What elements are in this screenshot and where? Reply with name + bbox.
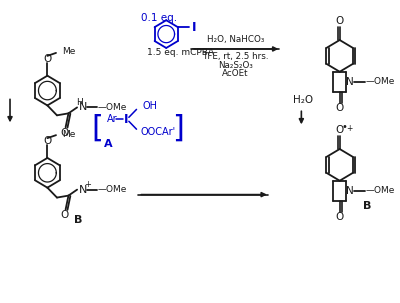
Text: N: N	[79, 185, 87, 195]
Text: B: B	[74, 215, 82, 225]
Text: —OMe: —OMe	[366, 186, 395, 195]
Text: Me: Me	[62, 130, 75, 139]
Text: N: N	[346, 186, 354, 196]
Text: O: O	[60, 210, 69, 220]
Text: O: O	[60, 128, 69, 138]
Text: H₂O, NaHCO₃: H₂O, NaHCO₃	[206, 35, 264, 44]
Text: O: O	[336, 125, 344, 135]
Text: A: A	[104, 139, 113, 149]
Text: +: +	[84, 180, 91, 189]
Text: —OMe: —OMe	[97, 185, 127, 194]
Text: —OMe: —OMe	[97, 103, 127, 112]
Text: N: N	[346, 77, 354, 87]
Text: OOCAr': OOCAr'	[140, 127, 176, 137]
Text: H₂O: H₂O	[293, 95, 313, 105]
Text: Ar: Ar	[107, 114, 118, 124]
Text: O: O	[336, 103, 344, 113]
Text: N: N	[79, 102, 87, 112]
Text: +: +	[346, 124, 352, 133]
Text: O: O	[336, 212, 344, 222]
Text: Na₂S₂O₃: Na₂S₂O₃	[218, 61, 253, 70]
Text: OH: OH	[142, 102, 157, 112]
Text: I: I	[192, 21, 196, 34]
Text: O: O	[336, 16, 344, 26]
Text: TFE, rt, 2.5 hrs.: TFE, rt, 2.5 hrs.	[202, 52, 268, 62]
Text: I: I	[124, 113, 128, 126]
Text: 0.1 eq.: 0.1 eq.	[141, 13, 178, 23]
Text: AcOEt: AcOEt	[222, 69, 248, 78]
Text: 1.5 eq. mCPBA: 1.5 eq. mCPBA	[147, 48, 214, 57]
Text: B: B	[363, 201, 372, 211]
Text: O: O	[43, 136, 52, 146]
Text: O: O	[43, 54, 52, 64]
Text: •: •	[342, 122, 348, 132]
Text: ]: ]	[172, 114, 184, 143]
Text: —OMe: —OMe	[366, 77, 395, 86]
Text: [: [	[91, 114, 103, 143]
Text: H: H	[76, 98, 82, 107]
Text: Me: Me	[62, 48, 75, 56]
